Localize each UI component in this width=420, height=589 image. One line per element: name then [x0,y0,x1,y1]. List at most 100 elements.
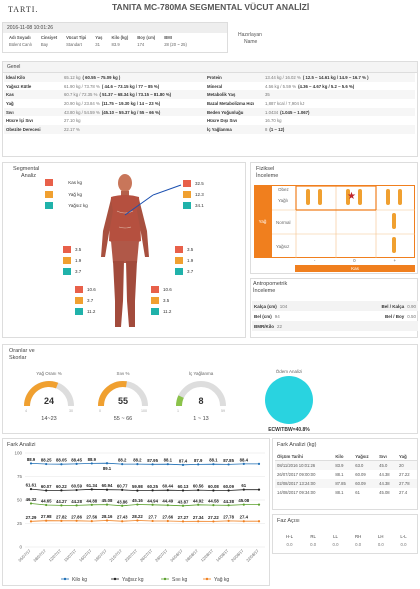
segment-value: 11.2 [87,309,96,314]
data-label: 27.27 [178,515,189,520]
gauge-value: 24 [44,396,54,406]
measurement-value: Bülent Canlı [9,42,32,47]
phase-value: 0.0 [332,542,339,547]
legend-marker [113,577,117,581]
header-bar [0,0,420,20]
x-tick-label: 05/07/17 [17,548,32,563]
physical-title: Fiziksel İnceleme [256,166,278,180]
trend-table-cell: 26/07/2017 09:00:00 [277,472,316,477]
right-arm-values: 3.5 1.9 3.7 [175,244,193,277]
segment-value: 3.7 [75,269,82,274]
segment-swatch [183,202,191,209]
data-label: 88.4 [240,457,249,462]
general-row: Beden Yoğunluğu 1.0434 (1.045 ~ 1.067) [205,107,415,117]
data-label: 88.25 [41,458,52,463]
segment-value: 34.1 [195,203,204,208]
general-value: 61.90 kg / 73.78 % [64,83,100,89]
gauge-max: 100 [141,409,147,413]
general-row: Hücre İçi Sıvı 27.10 kg [4,116,214,125]
anatomy-figure [101,174,153,327]
data-label: 60.94 [102,483,113,488]
data-point [136,503,139,506]
data-point [90,488,93,491]
general-label: Bazal Metabolizma Hızı [207,100,255,106]
data-point [212,489,215,492]
segment-swatch [151,286,159,293]
data-label: 27.86 [71,514,82,519]
trend-table-header-cell: Kilo [333,453,354,461]
anthropometric-right-value: 0.50 [407,313,416,319]
data-point [60,463,63,466]
anthropometric-value: 104 [279,303,288,309]
x-tick-label: 08/07/17 [32,548,47,563]
ratios-title-line2: Skorlar [9,355,27,361]
segmental-panel: Segmental Analiz Kas kg Yağ kg Yağsız kg… [2,162,246,338]
page-title: TANITA MC-780MA SEGMENTAL VÜCUT ANALİZİ [112,2,310,12]
gauge-label: Sıvı % [116,371,130,376]
edema-analysis: Ödem Analizi ECW/TBW=40.8% [259,369,319,433]
general-value: 43.80 kg / 54.59 % [64,109,100,115]
data-label: 46.32 [26,497,37,502]
anthropometric-left: Kalça (cm) 104 [254,304,287,309]
general-label: İç Yağlanma [207,126,232,132]
anthropometric-label: Kalça (cm) [254,303,277,309]
gauge-fill [98,381,127,407]
x-tick-label: 12/08/17 [200,548,215,563]
general-label: Mineral [207,83,223,89]
segment-value: 10.6 [87,287,96,292]
trend-table-cell: 08/11/2016 10:01:26 [277,463,316,468]
data-point [75,504,78,507]
data-point [166,463,169,466]
phase-header: RL [310,534,316,539]
measurement-table: Adı Soyadı Cinsiyet Vücut Tipi Yaş Kilo (kg)… [5,34,192,48]
data-label: 44.94 [147,498,158,503]
data-point [105,462,109,465]
data-label: 60.07 [41,484,52,489]
segment-swatch [175,268,183,275]
data-label: 44.49 [162,499,173,504]
trend-chart-title: Fark Analizi [7,442,36,448]
trend-table-cell: 44.38 [379,472,390,477]
edema-pie [265,376,313,424]
general-value-cell: 22.17 % [62,125,214,134]
series-line [30,503,259,507]
legend-label: Sıvı kg [172,577,188,583]
data-label: 43.87 [178,499,189,504]
series-line [30,488,259,492]
measurement-header: Kilo (kg) [111,35,129,40]
data-point [90,519,93,523]
row-obez: Obez [278,187,289,192]
anthropometric-title-line2: İnceleme [253,288,276,294]
gauge-fill [24,381,59,407]
connector-line [153,184,182,196]
x-tick-label: 22/08/17 [245,548,260,563]
segment-row: 12.3 [183,189,204,200]
data-label: 89.1 [103,466,112,471]
phase-value: 0.0 [377,542,384,547]
anthropometric-title: Antropometrik İnceleme [253,281,287,295]
data-point [242,503,245,506]
anthropometric-left: Bel (cm) 94 [254,314,280,319]
data-point [181,463,185,466]
gauge-max: 30 [69,409,73,413]
gauge-label: İç Yağlanma [188,371,214,376]
general-range: (4.36 ~ 4.67 kg / 5.2 ~ 5.6 %) [298,83,355,89]
data-label: 27.56 [86,515,97,520]
general-value-cell: 16.70 kg [263,116,415,125]
data-point [257,520,261,523]
gauge-minmax: 1 59 [171,409,231,413]
trend-table-row: 14/08/2017 09:34:00 88.1 61 45.08 27.4 [275,488,417,497]
legend-lean: Yağsız kg [45,200,88,212]
data-label: 61.34 [86,483,97,488]
legend-label: Yağsız kg [122,577,144,583]
legend-fat: Yağ kg [45,189,88,201]
data-point [121,462,124,466]
physical-x-ticks: - 0 + [295,258,415,265]
data-point [257,488,261,491]
general-range: (11.75 ~ 19.30 kg / 14 ~ 23 %) [101,100,161,106]
segment-value: 3.7 [87,298,94,303]
data-label: 60.13 [178,484,189,489]
physical-title-line2: İnceleme [256,173,279,179]
data-point [105,519,109,522]
data-point [90,462,93,465]
